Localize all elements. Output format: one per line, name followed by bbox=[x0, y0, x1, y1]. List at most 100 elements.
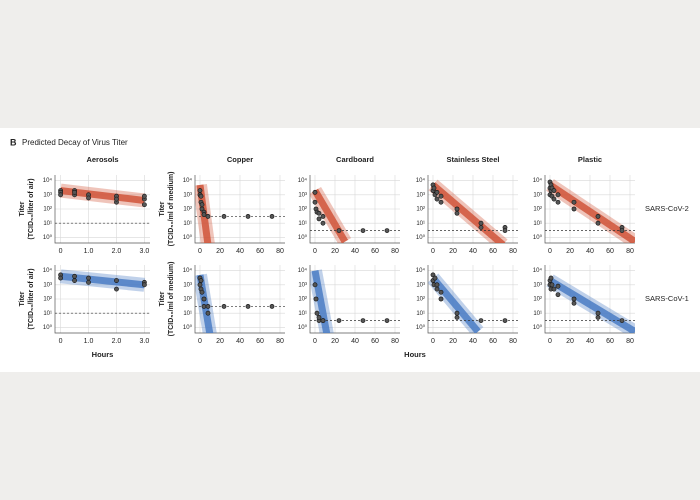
data-point bbox=[221, 214, 227, 219]
plot-area bbox=[546, 274, 635, 333]
y-tick-label: 10³ bbox=[533, 282, 542, 288]
data-point bbox=[595, 315, 601, 320]
data-point bbox=[245, 304, 251, 309]
y-tick-label: 10² bbox=[298, 297, 307, 303]
data-point bbox=[314, 310, 320, 316]
data-point bbox=[555, 283, 561, 289]
x-tick-label: 2.0 bbox=[112, 248, 122, 255]
x-axis-label: Hours bbox=[92, 350, 114, 359]
y-tick-label: 10⁴ bbox=[298, 267, 308, 274]
y-tick-label: 10⁰ bbox=[298, 234, 308, 241]
fit-core bbox=[311, 188, 349, 243]
x-tick-label: 0 bbox=[59, 338, 63, 345]
y-tick-label: 10⁴ bbox=[416, 267, 426, 274]
axis-frame bbox=[194, 265, 285, 334]
axis-frame bbox=[194, 175, 285, 244]
x-tick-label: 60 bbox=[256, 248, 264, 255]
y-tick-label: 10¹ bbox=[43, 311, 52, 317]
data-point bbox=[86, 279, 91, 285]
data-point bbox=[142, 282, 147, 288]
data-point bbox=[336, 228, 342, 233]
y-tick-label: 10⁰ bbox=[298, 324, 308, 331]
y-tick-label: 10² bbox=[298, 207, 307, 213]
x-tick-label: 3.0 bbox=[140, 338, 150, 345]
data-point bbox=[384, 318, 390, 323]
y-axis-label: Titer bbox=[19, 291, 26, 306]
x-tick-label: 40 bbox=[469, 338, 477, 345]
x-tick-label: 60 bbox=[606, 338, 614, 345]
data-point bbox=[316, 315, 322, 320]
data-point bbox=[197, 282, 203, 288]
axis-frame bbox=[54, 175, 150, 244]
data-point bbox=[555, 199, 561, 205]
data-point bbox=[571, 300, 577, 306]
data-point bbox=[316, 216, 322, 222]
panel-title: Plastic bbox=[578, 155, 602, 164]
data-point bbox=[312, 199, 318, 205]
data-point bbox=[434, 196, 440, 202]
y-tick-label: 10⁴ bbox=[43, 267, 53, 274]
x-tick-label: 80 bbox=[626, 338, 634, 345]
data-point bbox=[438, 289, 444, 295]
y-tick-label: 10³ bbox=[43, 192, 52, 198]
y-tick-label: 10⁰ bbox=[533, 324, 543, 331]
data-point bbox=[201, 304, 207, 309]
y-tick-label: 10² bbox=[533, 297, 542, 303]
axis-frame bbox=[309, 175, 400, 244]
y-axis-label: (TCID₅₀/liter of air) bbox=[28, 268, 35, 329]
data-point bbox=[312, 282, 318, 288]
fit-core bbox=[548, 277, 635, 333]
data-point bbox=[58, 275, 63, 281]
panel-title: Aerosols bbox=[86, 155, 118, 164]
data-point bbox=[434, 286, 440, 292]
x-tick-label: 0 bbox=[431, 338, 435, 345]
x-tick-label: 80 bbox=[276, 248, 284, 255]
axis-frame bbox=[309, 265, 400, 334]
axis-frame bbox=[54, 265, 150, 334]
data-point bbox=[571, 199, 577, 205]
axis-frame bbox=[427, 265, 518, 334]
y-tick-label: 10³ bbox=[298, 282, 307, 288]
x-tick-label: 20 bbox=[216, 338, 224, 345]
data-point bbox=[198, 193, 204, 199]
data-point bbox=[432, 275, 438, 281]
y-tick-label: 10² bbox=[416, 207, 425, 213]
x-tick-label: 0 bbox=[198, 338, 202, 345]
y-tick-label: 10¹ bbox=[416, 311, 425, 317]
data-point bbox=[384, 228, 390, 233]
x-tick-label: 0 bbox=[548, 248, 552, 255]
x-tick-label: 0 bbox=[59, 248, 63, 255]
y-tick-label: 10¹ bbox=[183, 221, 192, 227]
plot-area bbox=[428, 273, 484, 333]
data-point bbox=[86, 195, 91, 201]
y-tick-label: 10¹ bbox=[533, 311, 542, 317]
x-tick-label: 40 bbox=[469, 248, 477, 255]
y-tick-label: 10⁴ bbox=[533, 267, 543, 274]
y-tick-label: 10³ bbox=[416, 282, 425, 288]
data-point bbox=[320, 220, 326, 226]
x-tick-label: 20 bbox=[449, 338, 457, 345]
x-tick-label: 80 bbox=[276, 338, 284, 345]
data-point bbox=[198, 278, 204, 283]
axis-frame bbox=[544, 265, 635, 334]
x-tick-label: 60 bbox=[371, 338, 379, 345]
data-point bbox=[313, 296, 319, 302]
data-point bbox=[454, 310, 460, 316]
panel-label: B bbox=[10, 137, 17, 147]
y-axis-label: Titer bbox=[159, 201, 166, 216]
data-point bbox=[316, 210, 322, 216]
panel-title: Copper bbox=[227, 155, 253, 164]
x-tick-label: 80 bbox=[391, 338, 399, 345]
data-point bbox=[478, 220, 484, 226]
x-tick-label: 40 bbox=[586, 248, 594, 255]
data-point bbox=[551, 188, 557, 193]
y-tick-label: 10² bbox=[43, 207, 52, 213]
data-point bbox=[431, 185, 437, 191]
x-tick-label: 1.0 bbox=[84, 338, 94, 345]
y-axis-label: Titer bbox=[19, 201, 26, 216]
x-tick-label: 80 bbox=[626, 248, 634, 255]
y-tick-label: 10⁴ bbox=[416, 177, 426, 184]
y-tick-label: 10² bbox=[183, 207, 192, 213]
data-point bbox=[205, 310, 211, 316]
